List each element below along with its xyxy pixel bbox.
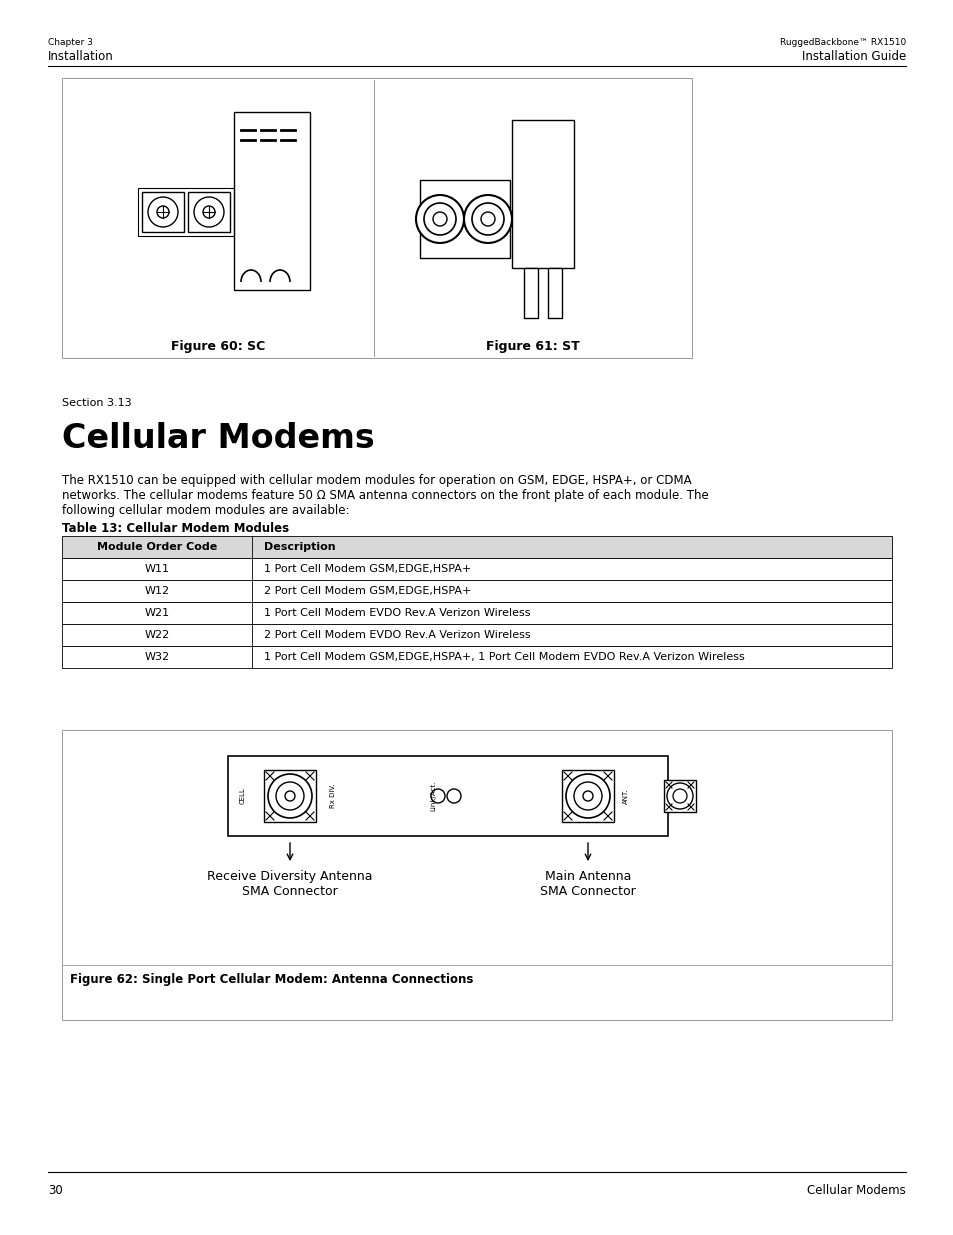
Bar [62,558,891,580]
Text: 2 Port Cell Modem EVDO Rev.A Verizon Wireless: 2 Port Cell Modem EVDO Rev.A Verizon Wir… [264,630,530,640]
Bar [547,268,561,317]
Text: Chapter 3: Chapter 3 [48,38,92,47]
Bar [419,180,510,258]
Bar [188,191,230,232]
Text: The RX1510 can be equipped with cellular modem modules for operation on GSM, EDG: The RX1510 can be equipped with cellular… [62,474,691,487]
Text: Section 3.13: Section 3.13 [62,398,132,408]
Text: W12: W12 [144,585,170,597]
Bar [62,601,891,624]
Bar [138,188,233,236]
Text: CELL: CELL [240,788,246,804]
Text: Figure 62: Single Port Cellular Modem: Antenna Connections: Figure 62: Single Port Cellular Modem: A… [70,973,473,986]
Circle shape [268,774,312,818]
Bar [233,112,310,290]
Bar [62,646,891,668]
Bar [62,78,691,358]
Text: networks. The cellular modems feature 50 Ω SMA antenna connectors on the front p: networks. The cellular modems feature 50… [62,489,708,501]
Text: Figure 61: ST: Figure 61: ST [486,340,579,353]
Text: Cellular Modems: Cellular Modems [62,422,375,454]
Text: RuggedBackbone™ RX1510: RuggedBackbone™ RX1510 [779,38,905,47]
Bar [62,730,891,1020]
Bar [264,769,315,823]
Text: W32: W32 [144,652,170,662]
Text: Figure 60: SC: Figure 60: SC [171,340,265,353]
Text: SMA Connector: SMA Connector [539,885,636,898]
Text: 1 Port Cell Modem EVDO Rev.A Verizon Wireless: 1 Port Cell Modem EVDO Rev.A Verizon Wir… [264,608,530,618]
Circle shape [672,789,686,803]
Text: Main Antenna: Main Antenna [544,869,631,883]
Text: 1 Port Cell Modem GSM,EDGE,HSPA+, 1 Port Cell Modem EVDO Rev.A Verizon Wireless: 1 Port Cell Modem GSM,EDGE,HSPA+, 1 Port… [264,652,744,662]
Circle shape [472,203,503,235]
Text: Module Order Code: Module Order Code [97,542,217,552]
Circle shape [203,206,214,219]
Bar [523,268,537,317]
Text: W11: W11 [144,564,170,574]
Bar [142,191,184,232]
Text: 1 Port Cell Modem GSM,EDGE,HSPA+: 1 Port Cell Modem GSM,EDGE,HSPA+ [264,564,471,574]
Bar [62,580,891,601]
Circle shape [480,212,495,226]
Text: Link/Act.: Link/Act. [430,781,436,811]
Circle shape [431,789,444,803]
Circle shape [447,789,460,803]
Text: W22: W22 [144,630,170,640]
Bar [62,624,891,646]
Circle shape [275,782,304,810]
Bar [663,781,696,811]
Text: Installation Guide: Installation Guide [801,49,905,63]
Circle shape [574,782,601,810]
Bar [62,536,891,558]
Text: 2 Port Cell Modem GSM,EDGE,HSPA+: 2 Port Cell Modem GSM,EDGE,HSPA+ [264,585,471,597]
Bar [512,120,574,268]
Text: Installation: Installation [48,49,113,63]
Circle shape [565,774,609,818]
Circle shape [666,783,692,809]
Circle shape [285,790,294,802]
Circle shape [193,198,224,227]
Text: Rx DIV.: Rx DIV. [330,784,335,808]
Text: Cellular Modems: Cellular Modems [806,1184,905,1197]
Text: ANT.: ANT. [622,788,628,804]
Circle shape [157,206,169,219]
Text: 30: 30 [48,1184,63,1197]
Bar [561,769,614,823]
Circle shape [433,212,447,226]
Text: Receive Diversity Antenna: Receive Diversity Antenna [207,869,373,883]
Circle shape [463,195,512,243]
Text: Description: Description [264,542,335,552]
Text: Table 13: Cellular Modem Modules: Table 13: Cellular Modem Modules [62,522,289,535]
Text: W21: W21 [144,608,170,618]
Circle shape [148,198,178,227]
Circle shape [582,790,593,802]
Circle shape [423,203,456,235]
Circle shape [416,195,463,243]
Bar [228,756,667,836]
Text: SMA Connector: SMA Connector [242,885,337,898]
Text: following cellular modem modules are available:: following cellular modem modules are ava… [62,504,349,517]
